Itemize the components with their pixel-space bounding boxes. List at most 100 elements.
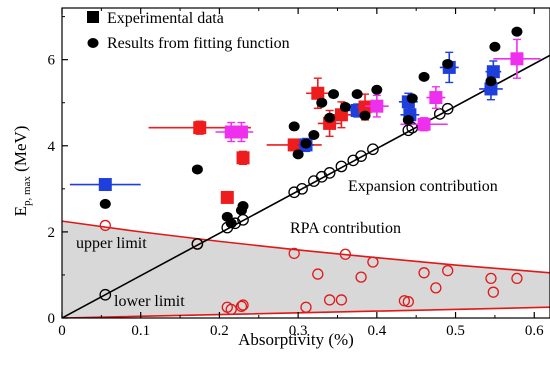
fitting-point	[485, 76, 497, 87]
x-tick-label: 0.4	[367, 323, 386, 339]
y-axis-label-main: E	[11, 206, 30, 216]
y-axis-label-sub: p, max	[21, 176, 33, 206]
expansion-point	[323, 167, 336, 179]
axes: 0 0.1 0.2 0.3 0.4 0.5 0.6 0 2 4 6 Absorptivity (%) E…	[11, 8, 544, 349]
annotations: Expansion contribution RPA contribution up…	[76, 178, 498, 310]
x-tick-label: 0.2	[210, 323, 229, 339]
experimental-marker	[311, 86, 325, 100]
rpa-point	[323, 294, 336, 306]
rpa-point	[418, 267, 430, 279]
rpa-point	[312, 268, 324, 280]
experimental-point	[220, 190, 234, 204]
fitting-point	[418, 71, 430, 82]
legend-label-fitting: Results from fitting function	[107, 35, 290, 52]
fitting-point	[300, 138, 312, 149]
experimental-marker	[370, 99, 384, 113]
rpa-point	[402, 295, 414, 308]
rpa-band	[62, 221, 550, 318]
experimental-marker	[358, 100, 372, 114]
fitting-point	[402, 114, 414, 125]
experimental-marker	[193, 121, 207, 135]
experimental-marker	[287, 138, 301, 152]
fitting-point	[308, 130, 320, 141]
expansion-point	[335, 160, 348, 173]
x-tick-label: 0.1	[131, 323, 150, 339]
experimental-marker	[98, 178, 112, 192]
fitting-point	[328, 89, 340, 100]
experimental-point	[69, 178, 141, 192]
x-tick-label: 0.3	[289, 323, 308, 339]
experimental-point	[236, 150, 250, 165]
expansion-point	[191, 238, 204, 250]
rpa-point	[237, 299, 249, 311]
rpa-point	[288, 247, 300, 260]
fitting-point	[351, 89, 363, 100]
fitting-point	[99, 198, 111, 209]
experimental-point	[229, 121, 254, 143]
experimental-point	[400, 117, 448, 132]
experimental-marker	[417, 117, 431, 131]
legend-dot-marker	[87, 38, 99, 48]
fitting-point	[339, 102, 351, 113]
experimental-marker	[234, 125, 248, 139]
experimental-marker	[510, 52, 524, 66]
fitting-point	[406, 93, 418, 104]
expansion-point	[355, 150, 367, 162]
rpa-contribution-label: RPA contribution	[290, 220, 401, 237]
experimental-point	[365, 94, 389, 118]
y-tick-label: 6	[48, 53, 56, 69]
x-tick-label: 0	[58, 323, 66, 339]
rpa-point	[339, 248, 352, 260]
fitting-point	[316, 97, 328, 108]
y-tick-label: 0	[48, 311, 56, 327]
rpa-point	[485, 272, 497, 285]
y-axis-label: Ep, max (MeV)	[11, 126, 33, 217]
plot-area	[62, 26, 550, 318]
y-tick-label: 2	[48, 225, 56, 241]
experimental-marker	[220, 190, 234, 204]
experimental-marker	[486, 65, 500, 79]
rpa-point	[487, 286, 499, 298]
legend-label-experimental: Experimental data	[107, 10, 224, 27]
y-tick-label: 4	[48, 139, 56, 155]
experimental-marker	[429, 91, 443, 105]
rpa-point	[511, 272, 523, 285]
experimental-point	[426, 86, 446, 110]
rpa-point	[442, 264, 454, 277]
experimental-point	[306, 77, 330, 110]
expansion-point	[441, 102, 454, 115]
rpa-point	[398, 295, 411, 307]
experimental-point	[493, 38, 541, 79]
fitting-point	[359, 110, 371, 121]
fitting-point	[324, 112, 336, 123]
rpa-point	[430, 282, 442, 294]
experimental-marker	[484, 82, 498, 96]
expansion-point	[367, 143, 379, 156]
rpa-point	[367, 256, 379, 268]
rpa-point	[225, 303, 237, 316]
fitting-point	[292, 149, 304, 160]
expansion-contribution-label: Expansion contribution	[348, 178, 498, 195]
fitting-point	[511, 26, 523, 37]
upper-limit-label: upper limit	[76, 235, 147, 252]
plot-frame	[61, 7, 550, 319]
fitting-point	[225, 218, 237, 229]
fitting-point	[442, 58, 454, 69]
expansion-point	[288, 186, 301, 199]
legend: Experimental data Results from fitting fu…	[87, 10, 290, 52]
expansion-point	[99, 288, 112, 301]
rpa-point	[235, 300, 248, 313]
rpa-point	[335, 294, 348, 306]
fitting-point	[288, 121, 300, 132]
expansion-point	[296, 182, 308, 195]
rpa-point	[99, 219, 111, 232]
lower-limit-label: lower limit	[114, 293, 185, 310]
fitting-point	[237, 201, 249, 212]
legend-square-marker	[87, 11, 99, 23]
fitting-point	[489, 41, 501, 52]
x-tick-label: 0.6	[525, 323, 544, 339]
y-axis-label-unit: (MeV)	[11, 126, 30, 177]
rpa-point	[300, 301, 312, 313]
